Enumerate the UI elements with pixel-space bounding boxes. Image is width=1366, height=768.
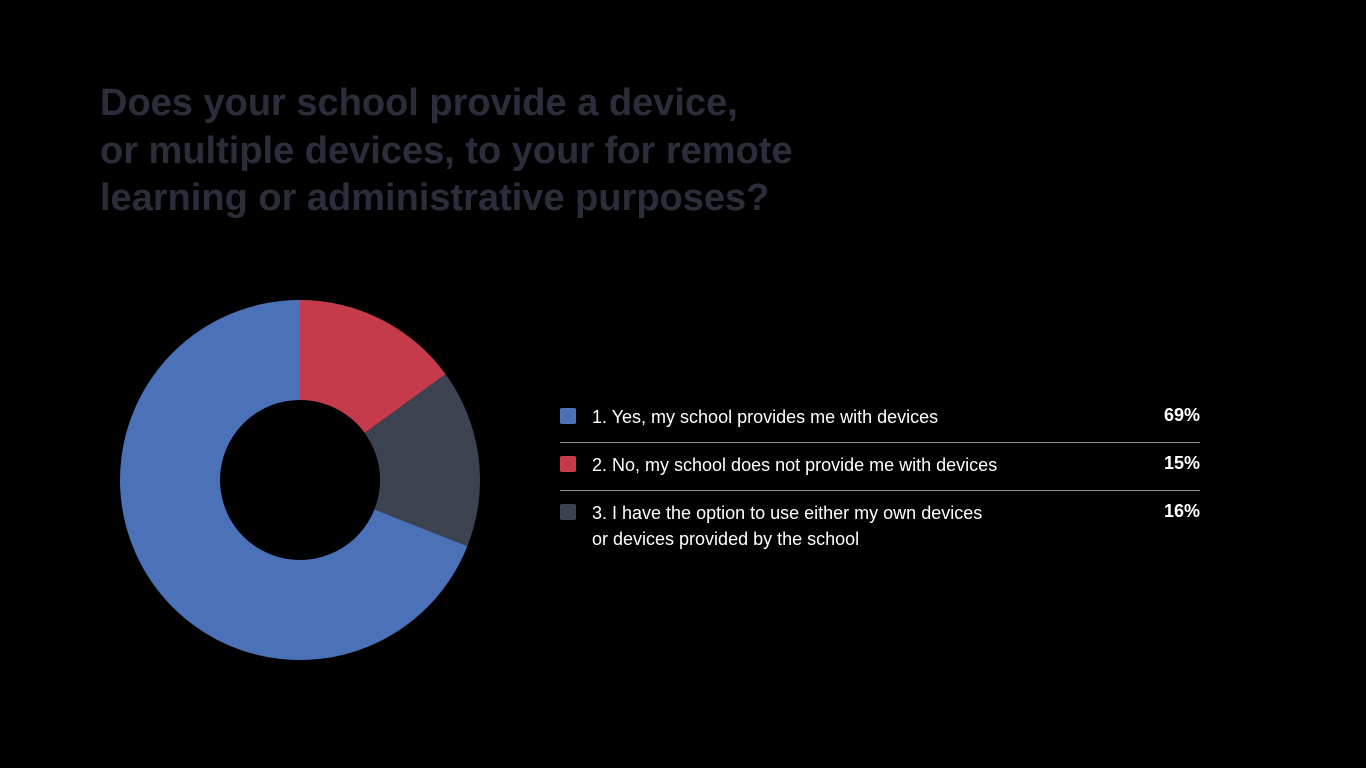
legend-swatch bbox=[560, 408, 576, 424]
legend-row: 3. I have the option to use either my ow… bbox=[560, 491, 1200, 563]
legend-row: 2. No, my school does not provide me wit… bbox=[560, 443, 1200, 491]
legend-value: 15% bbox=[1164, 453, 1200, 474]
legend-label: 3. I have the option to use either my ow… bbox=[592, 501, 1144, 551]
legend-value: 69% bbox=[1164, 405, 1200, 426]
legend: 1. Yes, my school provides me with devic… bbox=[560, 395, 1200, 564]
legend-swatch bbox=[560, 504, 576, 520]
legend-row: 1. Yes, my school provides me with devic… bbox=[560, 395, 1200, 443]
legend-value: 16% bbox=[1164, 501, 1200, 522]
donut-chart bbox=[120, 300, 480, 660]
chart-container: Does your school provide a device, or mu… bbox=[0, 0, 1366, 768]
legend-label: 1. Yes, my school provides me with devic… bbox=[592, 405, 1144, 430]
legend-swatch bbox=[560, 456, 576, 472]
donut-svg bbox=[120, 300, 480, 660]
legend-label: 2. No, my school does not provide me wit… bbox=[592, 453, 1144, 478]
chart-title: Does your school provide a device, or mu… bbox=[100, 80, 1200, 223]
